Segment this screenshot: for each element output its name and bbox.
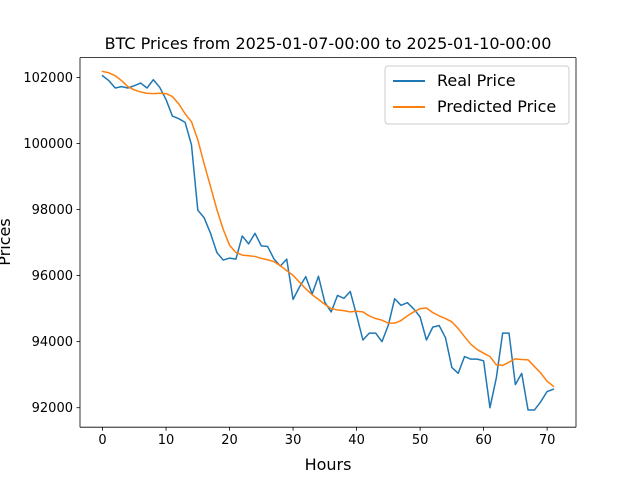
y-tick-label: 100000 (23, 137, 73, 152)
x-tick-label: 50 (412, 433, 429, 448)
x-tick-label: 40 (348, 433, 365, 448)
x-tick-label: 30 (285, 433, 302, 448)
x-tick-label: 10 (158, 433, 175, 448)
chart-title: BTC Prices from 2025-01-07-00:00 to 2025… (105, 34, 552, 53)
x-tick-label: 0 (98, 433, 106, 448)
x-tick-label: 60 (475, 433, 492, 448)
x-tick-label: 20 (221, 433, 238, 448)
series-line-predicted-price (101, 70, 555, 388)
y-tick-label: 94000 (32, 335, 73, 350)
y-tick-label: 98000 (32, 203, 73, 218)
legend: Real Price Predicted Price (384, 65, 570, 125)
y-ticks: 92000 94000 96000 98000 100000 102000 (23, 71, 80, 416)
legend-box (384, 65, 570, 125)
y-axis-label: Prices (0, 218, 14, 265)
x-tick-label: 70 (539, 433, 556, 448)
legend-label-real-price: Real Price (437, 71, 516, 90)
series-layer (101, 70, 555, 411)
y-tick-label: 92000 (32, 401, 73, 416)
legend-label-predicted-price: Predicted Price (437, 97, 556, 116)
y-tick-label: 102000 (23, 71, 73, 86)
x-ticks: 0 10 20 30 40 50 60 70 (98, 427, 555, 448)
x-axis-label: Hours (305, 455, 352, 474)
axes-layer (79, 57, 577, 428)
y-tick-label: 96000 (32, 269, 73, 284)
